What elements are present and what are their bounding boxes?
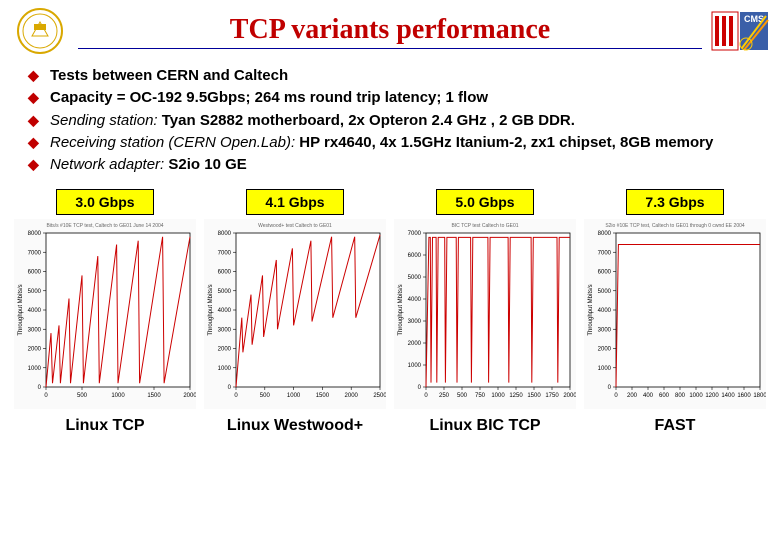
svg-text:0: 0 <box>44 393 48 399</box>
chart-caption: Linux BIC TCP <box>390 417 580 435</box>
svg-text:1250: 1250 <box>509 393 523 399</box>
svg-text:0: 0 <box>608 385 612 391</box>
chart-caption: FAST <box>580 417 770 435</box>
svg-text:250: 250 <box>439 393 450 399</box>
svg-text:1200: 1200 <box>705 393 719 399</box>
svg-text:Throughput Mbits/s: Throughput Mbits/s <box>18 285 24 336</box>
bullet-item: Receiving station (CERN Open.Lab): HP rx… <box>28 133 752 153</box>
svg-text:400: 400 <box>643 393 654 399</box>
svg-text:3000: 3000 <box>408 319 422 325</box>
svg-text:1000: 1000 <box>111 393 125 399</box>
svg-text:200: 200 <box>627 393 638 399</box>
gbps-label: 7.3 Gbps <box>626 189 723 215</box>
gbps-labels-row: 3.0 Gbps 4.1 Gbps 5.0 Gbps 7.3 Gbps <box>0 183 780 219</box>
svg-text:800: 800 <box>675 393 686 399</box>
svg-text:5000: 5000 <box>408 275 422 281</box>
svg-text:Throughput Mbits/s: Throughput Mbits/s <box>588 285 594 336</box>
svg-text:7000: 7000 <box>598 251 612 257</box>
svg-text:6000: 6000 <box>598 270 612 276</box>
gbps-label: 3.0 Gbps <box>56 189 153 215</box>
svg-text:500: 500 <box>260 393 271 399</box>
svg-text:500: 500 <box>457 393 468 399</box>
charts-row: Bits/s #10E TCP test, Caltech to GE01 Ju… <box>0 219 780 409</box>
chart-caption: Linux TCP <box>10 417 200 435</box>
svg-text:2000: 2000 <box>345 393 359 399</box>
gbps-label: 4.1 Gbps <box>246 189 343 215</box>
svg-text:2000: 2000 <box>598 347 612 353</box>
svg-text:7000: 7000 <box>28 251 42 257</box>
bullet-list: Tests between CERN and CaltechCapacity =… <box>0 56 780 183</box>
bullet-item: Sending station: Tyan S2882 motherboard,… <box>28 111 752 131</box>
svg-text:6000: 6000 <box>28 270 42 276</box>
svg-text:3000: 3000 <box>218 328 232 334</box>
throughput-chart: Westwood+ test Caltech to GE01 0 1000 2000 3… <box>204 219 386 409</box>
svg-text:1000: 1000 <box>408 363 422 369</box>
captions-row: Linux TCPLinux Westwood+Linux BIC TCPFAS… <box>0 409 780 435</box>
svg-text:2000: 2000 <box>408 341 422 347</box>
svg-text:1000: 1000 <box>689 393 703 399</box>
svg-text:600: 600 <box>659 393 670 399</box>
svg-text:5000: 5000 <box>598 289 612 295</box>
header: TCP variants performance CMS <box>0 0 780 56</box>
svg-text:7000: 7000 <box>218 251 232 257</box>
svg-text:7000: 7000 <box>408 231 422 237</box>
svg-text:4000: 4000 <box>408 297 422 303</box>
svg-text:0: 0 <box>614 393 618 399</box>
svg-text:1000: 1000 <box>491 393 505 399</box>
svg-text:0: 0 <box>228 385 232 391</box>
svg-text:Bits/s #10E TCP test, Caltech: Bits/s #10E TCP test, Caltech to GE01 Ju… <box>46 223 163 229</box>
svg-text:5000: 5000 <box>218 289 232 295</box>
svg-text:6000: 6000 <box>218 270 232 276</box>
svg-text:Throughput Mbits/s: Throughput Mbits/s <box>398 285 404 336</box>
svg-text:0: 0 <box>234 393 238 399</box>
throughput-chart: Bits/s #10E TCP test, Caltech to GE01 Ju… <box>14 219 196 409</box>
cms-logo-icon: CMS <box>710 6 770 56</box>
chart-caption: Linux Westwood+ <box>200 417 390 435</box>
svg-text:2000: 2000 <box>218 347 232 353</box>
svg-text:2000: 2000 <box>183 393 196 399</box>
svg-text:1000: 1000 <box>598 366 612 372</box>
svg-text:Westwood+ test Caltech to GE0: Westwood+ test Caltech to GE01 <box>258 223 332 229</box>
svg-text:8000: 8000 <box>28 231 42 237</box>
gbps-label: 5.0 Gbps <box>436 189 533 215</box>
caltech-seal-icon <box>10 6 70 56</box>
svg-text:1500: 1500 <box>527 393 541 399</box>
svg-text:BIC TCP test Caltech to GE01: BIC TCP test Caltech to GE01 <box>451 223 518 229</box>
svg-text:2000: 2000 <box>563 393 576 399</box>
svg-text:1600: 1600 <box>737 393 751 399</box>
svg-text:750: 750 <box>475 393 486 399</box>
svg-text:8000: 8000 <box>218 231 232 237</box>
svg-text:3000: 3000 <box>28 328 42 334</box>
svg-text:4000: 4000 <box>598 308 612 314</box>
svg-text:0: 0 <box>38 385 42 391</box>
svg-text:1500: 1500 <box>316 393 330 399</box>
svg-text:4000: 4000 <box>28 308 42 314</box>
svg-text:S2io #10E TCP test, Caltech to: S2io #10E TCP test, Caltech to GE01 thro… <box>605 223 745 229</box>
svg-text:5000: 5000 <box>28 289 42 295</box>
svg-text:0: 0 <box>418 385 422 391</box>
svg-text:6000: 6000 <box>408 253 422 259</box>
svg-text:3000: 3000 <box>598 328 612 334</box>
page-title: TCP variants performance <box>78 14 702 49</box>
svg-text:1400: 1400 <box>721 393 735 399</box>
svg-text:0: 0 <box>424 393 428 399</box>
bullet-item: Network adapter: S2io 10 GE <box>28 155 752 175</box>
svg-text:1000: 1000 <box>218 366 232 372</box>
bullet-item: Tests between CERN and Caltech <box>28 66 752 86</box>
svg-text:1800: 1800 <box>753 393 766 399</box>
svg-text:1000: 1000 <box>287 393 301 399</box>
svg-text:2000: 2000 <box>28 347 42 353</box>
throughput-chart: S2io #10E TCP test, Caltech to GE01 thro… <box>584 219 766 409</box>
bullet-item: Capacity = OC-192 9.5Gbps; 264 ms round … <box>28 88 752 108</box>
svg-text:500: 500 <box>77 393 88 399</box>
svg-text:1500: 1500 <box>147 393 161 399</box>
svg-text:2500: 2500 <box>373 393 386 399</box>
throughput-chart: BIC TCP test Caltech to GE01 0 1000 2000 300… <box>394 219 576 409</box>
svg-text:1750: 1750 <box>545 393 559 399</box>
svg-text:Throughput Mbits/s: Throughput Mbits/s <box>208 285 214 336</box>
svg-text:4000: 4000 <box>218 308 232 314</box>
svg-text:1000: 1000 <box>28 366 42 372</box>
svg-text:8000: 8000 <box>598 231 612 237</box>
